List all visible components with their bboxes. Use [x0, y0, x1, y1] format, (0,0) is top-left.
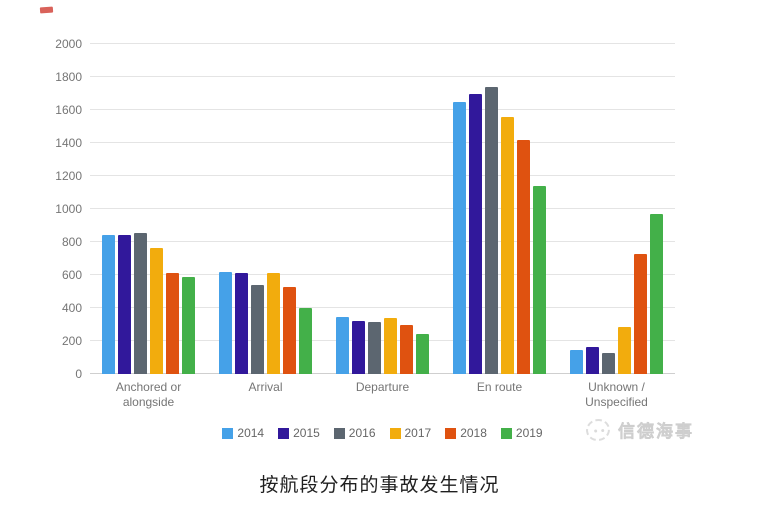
- legend-label: 2019: [515, 426, 543, 440]
- bar-2018: [634, 253, 647, 374]
- bar-2015: [118, 234, 131, 374]
- legend: 2014 2015 2016 2017 2018 2019: [90, 426, 675, 440]
- legend-item-2016: 2016: [333, 426, 376, 440]
- bar-2016: [602, 352, 615, 374]
- bar-2017: [267, 272, 280, 374]
- x-axis-category-label: Arrival: [248, 380, 283, 394]
- bar-2017: [501, 116, 514, 374]
- gridline: [90, 208, 675, 209]
- x-axis-category-label: Unknown / Unspecified: [585, 380, 648, 409]
- bar-2017: [618, 326, 631, 374]
- plot-area: [90, 43, 675, 374]
- legend-swatch: [278, 427, 290, 439]
- gridline: [90, 373, 675, 374]
- bar-2017: [384, 317, 397, 374]
- bar-2018: [517, 139, 530, 374]
- bar-group: [324, 44, 441, 374]
- red-corner-mark: [39, 6, 54, 14]
- gridline: [90, 175, 675, 176]
- x-axis-category-label: En route: [476, 380, 523, 394]
- bar-group: [207, 44, 324, 374]
- bar-2019: [650, 213, 663, 374]
- legend-item-2018: 2018: [445, 426, 487, 440]
- bar-2014: [336, 317, 349, 374]
- bar-2019: [182, 276, 195, 374]
- bar-2019: [299, 308, 312, 374]
- legend-label: 2015: [293, 426, 320, 440]
- legend-label: 2016: [348, 426, 376, 440]
- gridline: [90, 241, 675, 242]
- legend-swatch: [222, 427, 234, 439]
- chart-caption: 按航段分布的事故发生情况: [259, 475, 500, 496]
- bar-2018: [166, 272, 179, 374]
- bar-2015: [352, 321, 365, 374]
- bar-2015: [235, 273, 248, 374]
- y-tick-label: 1800: [55, 70, 82, 84]
- bar-2018: [283, 287, 296, 374]
- bar-group: [441, 44, 558, 374]
- bar-group: [90, 44, 207, 374]
- gridline: [90, 43, 675, 44]
- y-axis-labels: 0 200 400 600 800 1000 1200 1400 1600 1800 2000: [40, 37, 90, 381]
- bar-2015: [586, 346, 599, 374]
- bar-2014: [453, 101, 466, 374]
- y-tick-label: 400: [61, 301, 82, 315]
- gridline: [90, 274, 675, 275]
- bar-2015: [469, 93, 482, 374]
- legend-swatch: [333, 427, 345, 439]
- bar-2014: [102, 235, 115, 374]
- watermark-text: 信德海事: [618, 422, 694, 441]
- y-tick-label: 1000: [55, 202, 82, 216]
- y-tick-label: 1200: [55, 169, 82, 183]
- accidents-by-voyage-segment-chart: 0 200 400 600 800 1000 1200 1400 1600 1800 2000 An…: [40, 37, 688, 440]
- bar-2019: [533, 185, 546, 374]
- legend-label: 2018: [460, 426, 487, 440]
- bar-2016: [368, 322, 381, 374]
- legend-item-2014: 2014: [222, 426, 264, 440]
- legend-swatch: [445, 427, 457, 439]
- gridline: [90, 76, 675, 77]
- bar-2017: [150, 247, 163, 374]
- bar-groups: [90, 44, 675, 374]
- watermark: 信德海事: [583, 416, 694, 443]
- x-axis-category-label: Departure: [355, 380, 410, 394]
- y-tick-label: 1400: [55, 136, 82, 150]
- legend-item-2019: 2019: [500, 426, 543, 440]
- x-axis-category-label: Anchored or alongside: [115, 380, 182, 409]
- y-tick-label: 2000: [55, 37, 82, 51]
- legend-item-2015: 2015: [278, 426, 320, 440]
- gridlines: [90, 43, 675, 374]
- bar-2016: [134, 232, 147, 374]
- y-tick-label: 1600: [55, 103, 82, 117]
- bar-2016: [251, 284, 264, 374]
- y-tick-label: 600: [61, 268, 82, 282]
- gridline: [90, 307, 675, 308]
- legend-swatch: [389, 427, 401, 439]
- bar-group: [558, 44, 675, 374]
- y-tick-label: 800: [61, 235, 82, 249]
- legend-label: 2017: [404, 426, 432, 440]
- bar-2014: [570, 350, 583, 374]
- legend-label: 2014: [237, 426, 265, 440]
- legend-item-2017: 2017: [389, 426, 432, 440]
- gridline: [90, 340, 675, 341]
- y-tick-label: 200: [61, 334, 82, 348]
- legend-swatch: [500, 427, 512, 439]
- gridline: [90, 142, 675, 143]
- bar-2019: [416, 334, 429, 374]
- gridline: [90, 109, 675, 110]
- x-axis-labels: Anchored or alongside Arrival Departure En …: [90, 380, 675, 410]
- bar-2018: [400, 324, 413, 374]
- bar-2016: [485, 86, 498, 374]
- bar-2014: [219, 271, 232, 374]
- y-tick-label: 0: [75, 367, 82, 381]
- watermark-logo-icon: [583, 416, 613, 443]
